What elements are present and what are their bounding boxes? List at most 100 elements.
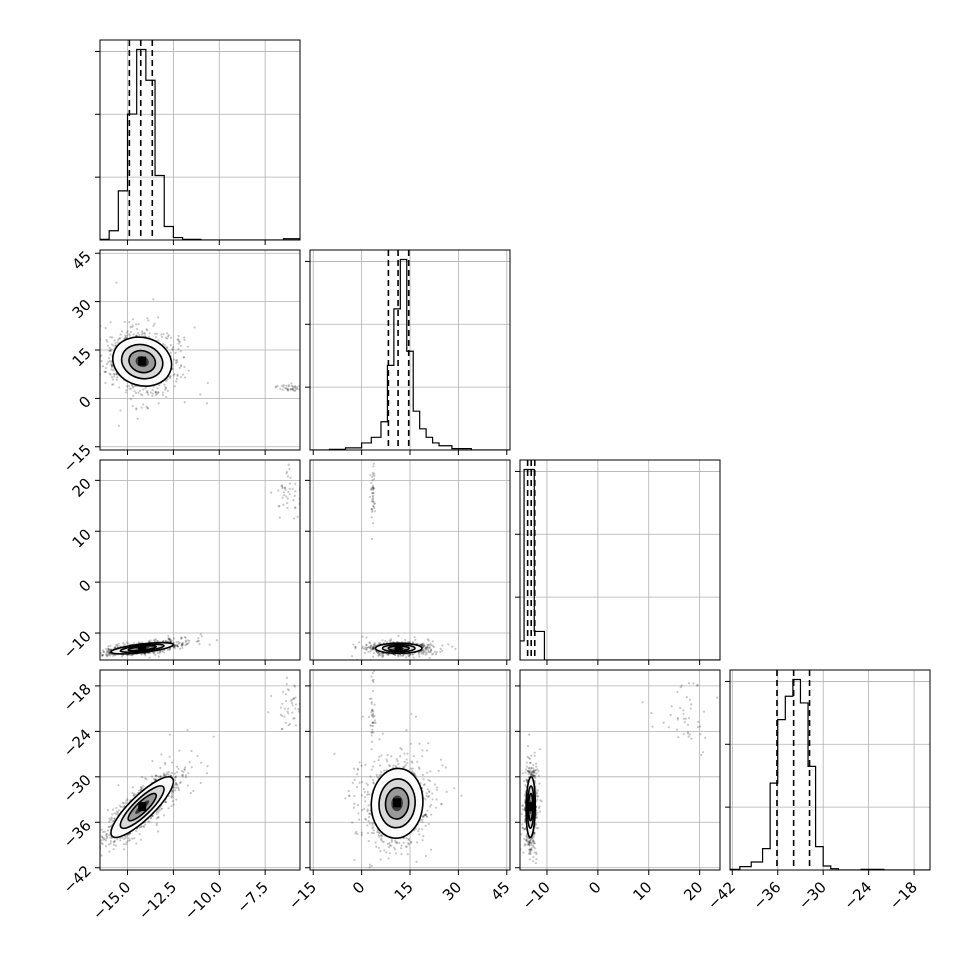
scatter-point [408, 655, 410, 657]
scatter-point [113, 375, 115, 377]
scatter-point [451, 646, 453, 648]
scatter-point [428, 644, 430, 646]
scatter-point [132, 333, 134, 335]
scatter-point [364, 646, 366, 648]
scatter-point [171, 640, 173, 642]
scatter-layer [59, 281, 305, 426]
scatter-point [279, 517, 281, 519]
scatter-point [140, 393, 142, 395]
scatter-point [96, 853, 98, 855]
scatter-point [126, 385, 128, 387]
scatter-point [185, 776, 187, 778]
scatter-point [373, 648, 375, 650]
scatter-point [184, 401, 186, 403]
scatter-point [370, 646, 372, 648]
scatter-point [421, 650, 423, 652]
scatter-point [149, 657, 151, 659]
scatter-point [115, 281, 117, 283]
scatter-point [146, 317, 148, 319]
scatter-point [177, 339, 179, 341]
scatter-point [150, 391, 152, 393]
scatter-point [157, 652, 159, 654]
scatter-point [369, 474, 371, 476]
scatter-point [110, 350, 112, 352]
scatter-point [282, 504, 284, 506]
scatter-point [174, 352, 176, 354]
scatter-point [372, 495, 374, 497]
scatter-point [434, 651, 436, 653]
scatter-point [432, 645, 434, 647]
scatter-point [141, 334, 143, 336]
scatter-point [286, 507, 288, 509]
scatter-point [287, 491, 289, 493]
scatter-point [117, 341, 119, 343]
scatter-point [365, 644, 367, 646]
scatter-point [102, 365, 104, 367]
scatter-point [440, 648, 442, 650]
scatter-point [405, 656, 407, 658]
scatter-point [284, 387, 286, 389]
scatter-point [79, 661, 81, 663]
scatter-point [429, 657, 431, 659]
scatter-point [412, 653, 414, 655]
scatter-point [97, 651, 99, 653]
scatter-point [132, 324, 134, 326]
y-tick-label: 20 [69, 474, 95, 500]
scatter-point [106, 655, 108, 657]
scatter-point [131, 660, 133, 662]
scatter-point [187, 642, 189, 644]
scatter-point [130, 331, 132, 333]
scatter-point [186, 643, 188, 645]
scatter-point [90, 653, 92, 655]
scatter-point [373, 505, 375, 507]
scatter-point [188, 370, 190, 372]
y-tick-label: 10 [69, 525, 95, 551]
scatter-point [147, 394, 149, 396]
scatter-point [111, 336, 113, 338]
scatter-point [198, 643, 200, 645]
scatter-point [372, 465, 374, 467]
scatter-point [122, 642, 124, 644]
grid-lines [313, 250, 507, 450]
scatter-point [157, 316, 159, 318]
scatter-point [132, 318, 134, 320]
scatter-point [173, 637, 175, 639]
scatter-point [185, 640, 187, 642]
scatter-point [165, 380, 167, 382]
scatter-point [181, 647, 183, 649]
scatter-point [288, 464, 290, 466]
scatter-point [281, 385, 283, 387]
scatter-point [127, 330, 129, 332]
scatter-point [167, 773, 169, 775]
scatter-point [167, 390, 169, 392]
scatter-point [118, 425, 120, 427]
scatter-point [412, 641, 414, 643]
scatter-point [114, 342, 116, 344]
scatter-point [113, 339, 115, 341]
scatter-point [427, 649, 429, 651]
scatter-point [425, 647, 427, 649]
scatter-point [180, 376, 182, 378]
scatter-point [270, 491, 272, 493]
x-tick-label: −30 [795, 878, 830, 913]
scatter-point [105, 339, 107, 341]
scatter-point [129, 388, 131, 390]
scatter-point [397, 655, 399, 657]
scatter-point [373, 473, 375, 475]
scatter-point [289, 488, 291, 490]
y-tick-label: −10 [60, 627, 95, 662]
scatter-point [176, 375, 178, 377]
y-tick-label: 0 [75, 392, 94, 411]
scatter-point [174, 773, 176, 775]
scatter-point [92, 651, 94, 653]
scatter-point [118, 809, 120, 811]
scatter-point [153, 323, 155, 325]
scatter-point [133, 642, 135, 644]
scatter-point [130, 398, 132, 400]
scatter-point [154, 639, 156, 641]
scatter-point [292, 499, 294, 501]
scatter-point [296, 516, 298, 518]
scatter-point [156, 333, 158, 335]
x-tick-label: −36 [749, 878, 784, 913]
scatter-point [206, 402, 208, 404]
